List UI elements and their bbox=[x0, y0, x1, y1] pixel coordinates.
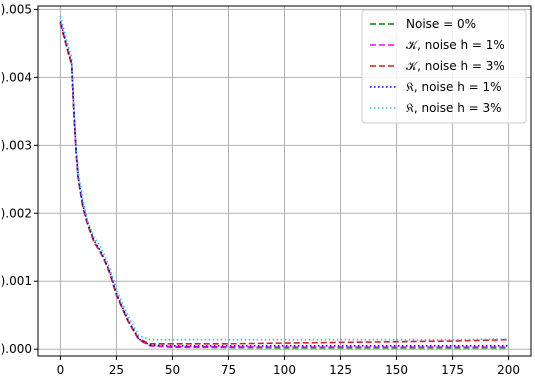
y-tick-label: ).002 bbox=[1, 206, 32, 220]
legend: Noise = 0% 𝒦, noise h = 1% 𝒦, noise h = 3%… bbox=[361, 9, 527, 124]
x-tick-label: 25 bbox=[109, 363, 124, 377]
y-tick-label: ).000 bbox=[1, 342, 32, 356]
legend-label-4: 𝔎, noise h = 1% bbox=[406, 80, 502, 94]
series-layer bbox=[59, 15, 509, 349]
legend-label-1: Noise = 0% bbox=[406, 17, 476, 31]
series-line-5 bbox=[59, 15, 509, 341]
y-tick-label: ).004 bbox=[1, 70, 32, 84]
x-tick-label: 175 bbox=[441, 363, 464, 377]
legend-label-5: 𝔎, noise h = 3% bbox=[406, 101, 502, 115]
x-tick-label: 100 bbox=[273, 363, 296, 377]
legend-box bbox=[361, 9, 527, 124]
legend-label-3: 𝒦, noise h = 3% bbox=[406, 59, 505, 73]
ticks-layer: 0 25 50 75 100 125 150 175 200 ).000 ).001 ).002 ).0… bbox=[1, 2, 520, 377]
legend-label-2: 𝒦, noise h = 1% bbox=[406, 38, 505, 52]
x-tick-label: 150 bbox=[385, 363, 408, 377]
x-tick-label: 200 bbox=[497, 363, 520, 377]
x-tick-label: 0 bbox=[57, 363, 65, 377]
x-tick-label: 125 bbox=[329, 363, 352, 377]
y-tick-label: ).001 bbox=[1, 274, 32, 288]
x-tick-label: 75 bbox=[221, 363, 236, 377]
x-tick-label: 50 bbox=[165, 363, 180, 377]
y-tick-label: ).003 bbox=[1, 138, 32, 152]
y-tick-label: ).005 bbox=[1, 2, 32, 16]
